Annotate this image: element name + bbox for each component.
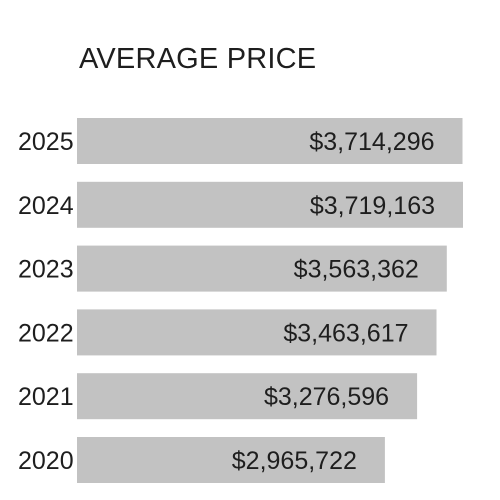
chart-title: AVERAGE PRICE — [79, 43, 317, 75]
category-label-2024: 2024 — [18, 192, 74, 220]
bar-2021 — [77, 373, 418, 420]
data-label-2023: $3,563,362 — [294, 256, 419, 284]
data-label-2024: $3,719,163 — [310, 192, 435, 220]
category-label-2023: 2023 — [18, 256, 74, 284]
category-label-2021: 2021 — [18, 383, 74, 411]
bar-2024 — [77, 181, 463, 228]
data-label-2021: $3,276,596 — [264, 383, 389, 411]
category-label-2025: 2025 — [18, 128, 74, 156]
bar-2023 — [77, 245, 447, 292]
category-label-2022: 2022 — [18, 319, 74, 347]
bar-2020 — [77, 437, 385, 483]
bar-2022 — [77, 309, 437, 356]
data-label-2025: $3,714,296 — [309, 128, 434, 156]
bar-2025 — [77, 118, 463, 164]
category-label-2020: 2020 — [18, 447, 74, 475]
data-label-2022: $3,463,617 — [283, 319, 408, 347]
data-label-2020: $2,965,722 — [232, 447, 357, 475]
